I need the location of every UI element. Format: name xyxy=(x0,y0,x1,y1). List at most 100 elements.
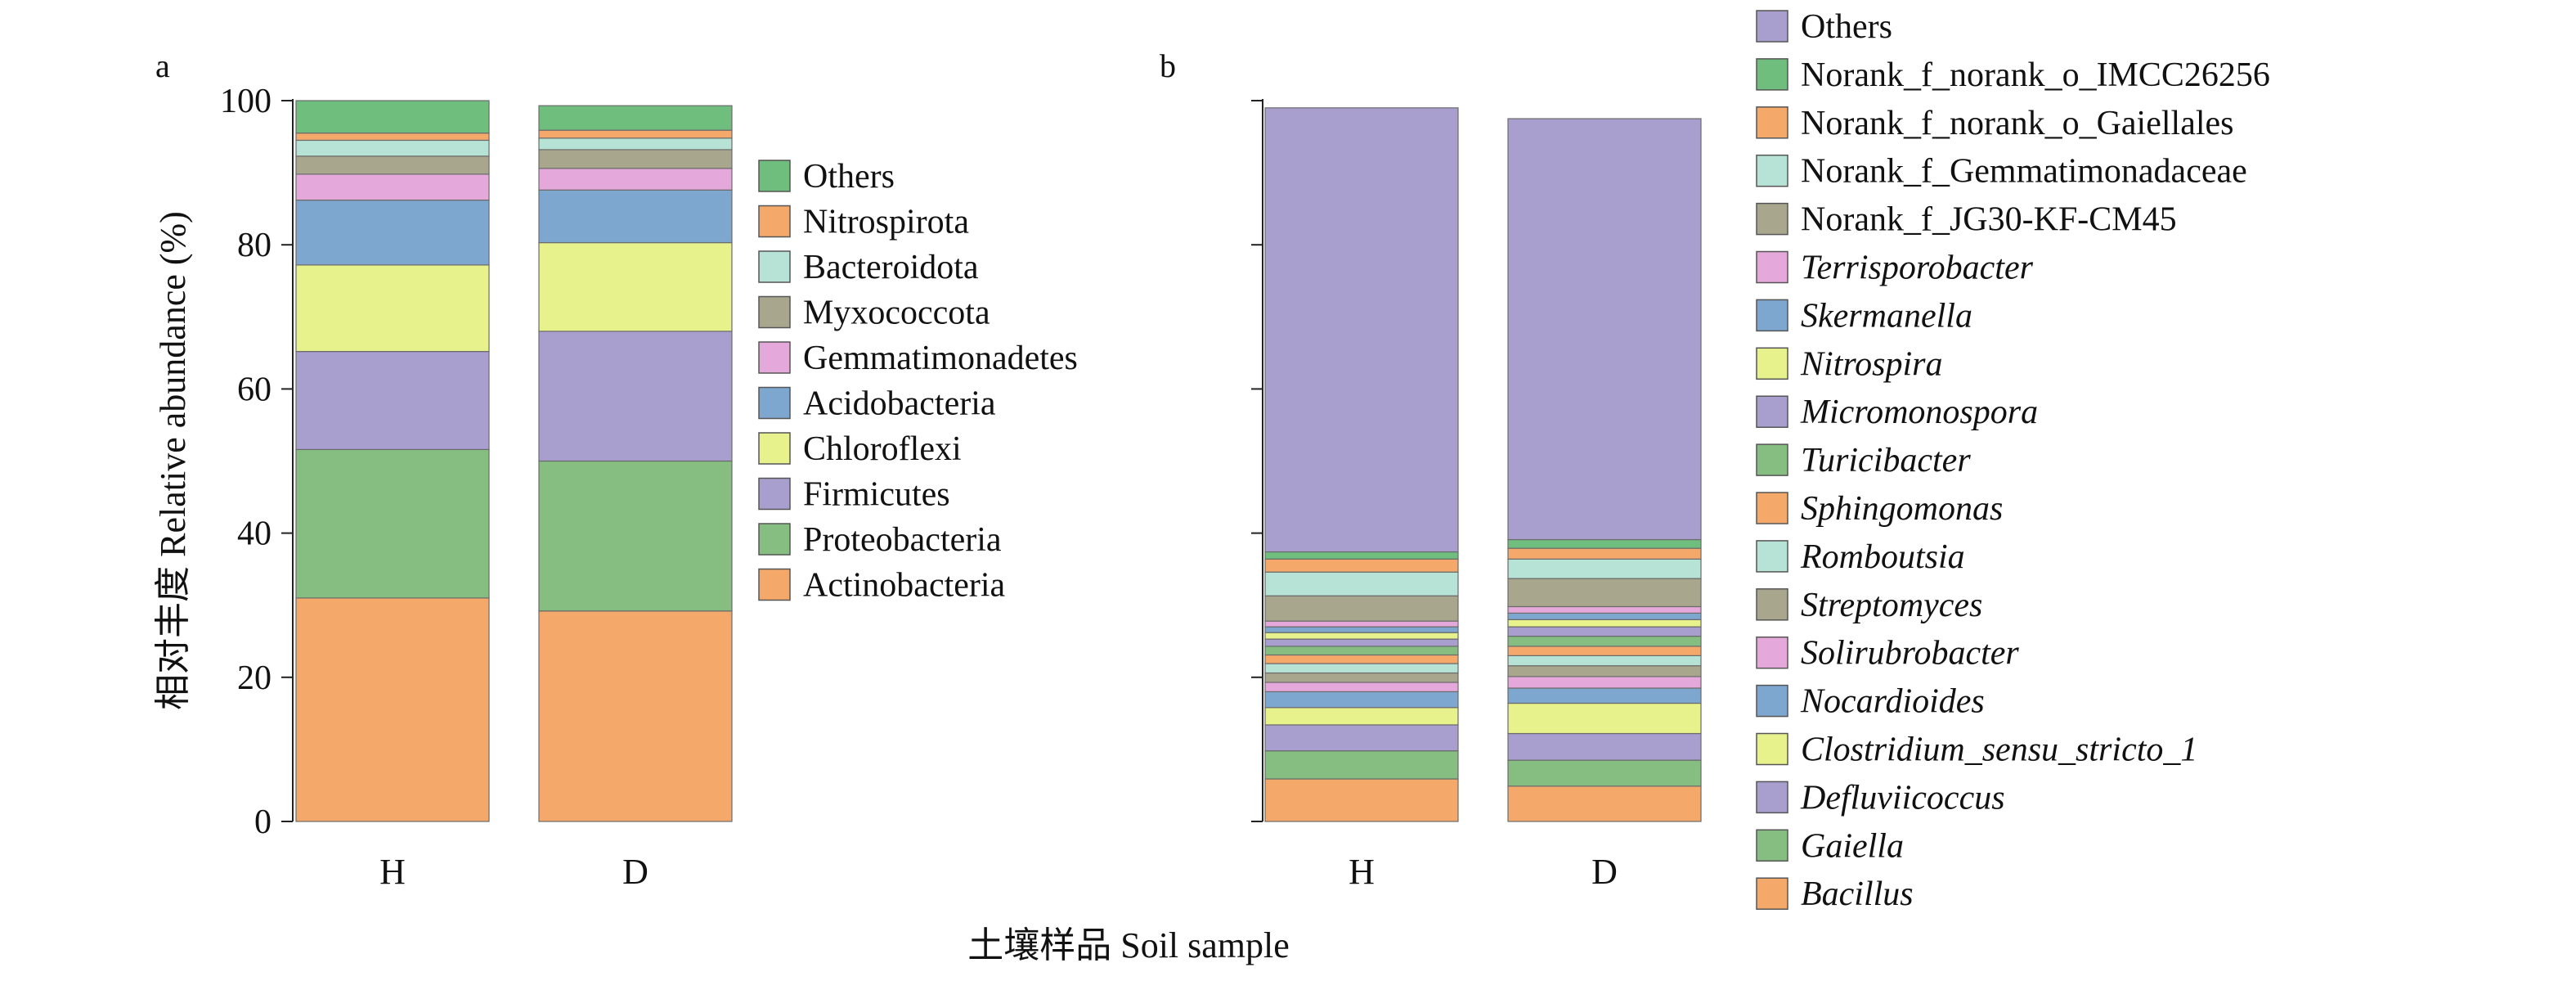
y-tick-label: 20 xyxy=(237,659,272,697)
bar-segment-d-16 xyxy=(1507,547,1702,560)
bar-segment-h-5 xyxy=(295,173,490,201)
legend-swatch xyxy=(1756,877,1788,910)
bar-segment-h-3 xyxy=(295,264,490,353)
legend-item-label: Others xyxy=(1801,8,1892,46)
y-tick-label: 0 xyxy=(254,803,272,841)
bar-segment-d-8 xyxy=(1507,646,1702,656)
legend-item-label: Bacillus xyxy=(1801,875,1914,913)
bar-segment-h-9 xyxy=(1264,646,1459,656)
bar-segment-h-8 xyxy=(295,133,490,142)
bar-segment-d-6 xyxy=(1507,665,1702,677)
legend-swatch xyxy=(758,386,791,420)
legend-swatch xyxy=(1756,443,1788,476)
legend-item-label: Skermanella xyxy=(1801,297,1972,335)
legend-item-label: Clostridium_sensu_stricto_1 xyxy=(1801,731,2197,769)
legend-swatch xyxy=(1756,829,1788,862)
legend-item-label: Myxococcota xyxy=(803,295,990,332)
bar-segment-d-7 xyxy=(538,137,733,151)
bar-segment-h-3 xyxy=(1264,707,1459,726)
bar-segment-d-1 xyxy=(1507,759,1702,787)
legend-swatch xyxy=(1756,202,1788,236)
bar-segment-h-13 xyxy=(1264,620,1459,628)
bar-segment-h-1 xyxy=(1264,750,1459,780)
legend-item-label: Terrisporobacter xyxy=(1801,250,2034,287)
legend-item-label: Others xyxy=(803,158,895,196)
chart-panel-a: a H D 0 20 40 60 80 100 Others Nitrospirota Bactero… xyxy=(155,47,1078,892)
legend-item-label: Gaiella xyxy=(1801,827,1904,865)
bar-segment-h-11 xyxy=(1264,632,1459,640)
bar-segment-d-0 xyxy=(1507,785,1702,822)
bar-segment-d-9 xyxy=(538,105,733,131)
bar-segment-d-9 xyxy=(1507,635,1702,647)
bar-segment-d-0 xyxy=(538,610,733,822)
bar-segment-d-5 xyxy=(538,168,733,191)
legend-item-label: Actinobacteria xyxy=(803,567,1006,605)
bar-segment-h-0 xyxy=(295,597,490,822)
legend-swatch xyxy=(1756,395,1788,428)
bar-segment-h-6 xyxy=(295,155,490,175)
legend-swatch xyxy=(758,160,791,192)
bar-segment-h-17 xyxy=(1264,551,1459,560)
legend-item-label: Bacteroidota xyxy=(803,249,979,286)
bar-segment-h-14 xyxy=(1264,595,1459,622)
y-tick-label: 100 xyxy=(220,83,272,120)
legend-item-label: Norank_f_norank_o_IMCC26256 xyxy=(1801,56,2270,94)
x-tick-label: D xyxy=(1591,852,1618,892)
legend-swatch xyxy=(1756,492,1788,524)
legend-swatch xyxy=(1756,58,1788,91)
legend-swatch xyxy=(1756,732,1788,766)
bar-segment-h-4 xyxy=(1264,691,1459,709)
legend-item-label: Norank_f_Gemmatimonadaceae xyxy=(1801,153,2247,191)
bar-segment-h-1 xyxy=(295,448,490,599)
bar-segment-d-3 xyxy=(538,241,733,332)
bar-segment-d-12 xyxy=(1507,612,1702,620)
legend-item-label: Solirubrobacter xyxy=(1801,635,2019,673)
y-tick-label: 80 xyxy=(237,227,272,264)
legend-item-label: Defluviicoccus xyxy=(1800,779,2005,817)
y-tick-label: 40 xyxy=(237,515,272,553)
bar-segment-d-5 xyxy=(1507,676,1702,689)
bar-segment-d-7 xyxy=(1507,655,1702,667)
x-tick-label: H xyxy=(1349,852,1375,892)
x-axis-title: 土壤样品 Soil sample xyxy=(967,925,1290,965)
legend-swatch xyxy=(1756,299,1788,332)
legend-item-label: Sphingomonas xyxy=(1801,490,2003,528)
legend-swatch xyxy=(758,250,791,283)
legend-swatch xyxy=(1756,10,1788,43)
bar-segment-d-18 xyxy=(1507,118,1702,541)
legend-item-label: Nocardioides xyxy=(1800,683,1985,721)
legend-swatch xyxy=(1756,781,1788,814)
legend-swatch xyxy=(758,568,791,601)
legend-swatch xyxy=(1756,684,1788,718)
bar-segment-d-4 xyxy=(1507,687,1702,704)
legend-swatch xyxy=(758,341,791,374)
bar-segment-h-8 xyxy=(1264,654,1459,664)
x-tick-label: H xyxy=(379,852,406,892)
y-tick-label: 60 xyxy=(237,371,272,408)
panel-letter: b xyxy=(1160,47,1176,84)
bar-segment-h-6 xyxy=(1264,672,1459,683)
legend-swatch xyxy=(1756,588,1788,621)
legend-item-label: Norank_f_JG30-KF-CM45 xyxy=(1801,201,2177,239)
legend-swatch xyxy=(1756,106,1788,139)
legend-item-label: Micromonospora xyxy=(1800,394,2038,431)
legend-item-label: Nitrospira xyxy=(1800,345,1943,383)
legend-item-label: Nitrospirota xyxy=(803,204,969,241)
chart-panel-b: b H D Others Norank_f_norank_o_IMCC26256 Nora… xyxy=(1160,8,2270,913)
panel-letter: a xyxy=(155,47,170,84)
legend-swatch xyxy=(1756,540,1788,573)
legend-swatch xyxy=(1756,154,1788,187)
bar-segment-h-7 xyxy=(1264,663,1459,674)
legend-item-label: Romboutsia xyxy=(1800,538,1965,576)
bar-segment-h-2 xyxy=(295,350,490,451)
bar-segment-h-7 xyxy=(295,139,490,157)
bar-segment-h-10 xyxy=(1264,638,1459,647)
bar-segment-d-11 xyxy=(1507,619,1702,628)
bar-segment-d-6 xyxy=(538,149,733,169)
bar-segment-d-3 xyxy=(1507,702,1702,735)
bar-segment-h-0 xyxy=(1264,778,1459,822)
legend-item-label: Streptomyces xyxy=(1801,587,1982,624)
bar-segment-h-4 xyxy=(295,199,490,266)
bar-segment-h-5 xyxy=(1264,682,1459,693)
